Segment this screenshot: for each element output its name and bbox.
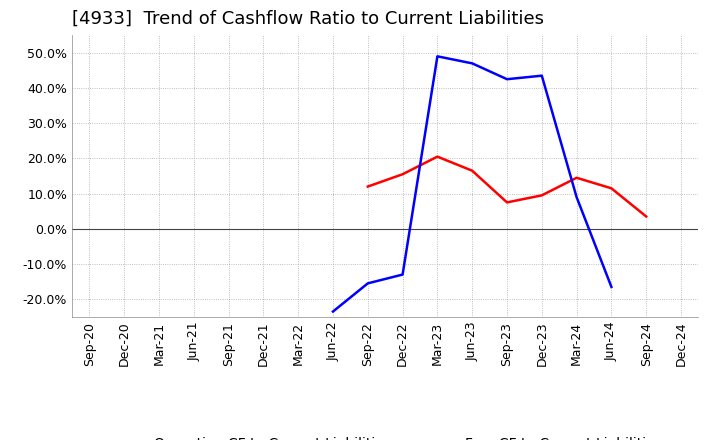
Free CF to Current Liabilities: [503, 77, 511, 82]
Free CF to Current Liabilities: [537, 73, 546, 78]
Free CF to Current Liabilities: [364, 281, 372, 286]
Line: Free CF to Current Liabilities: Free CF to Current Liabilities: [333, 56, 611, 312]
Operating CF to Current Liabilities: [468, 168, 477, 173]
Free CF to Current Liabilities: [607, 284, 616, 290]
Operating CF to Current Liabilities: [572, 175, 581, 180]
Free CF to Current Liabilities: [398, 272, 407, 277]
Free CF to Current Liabilities: [433, 54, 442, 59]
Operating CF to Current Liabilities: [364, 184, 372, 189]
Operating CF to Current Liabilities: [433, 154, 442, 159]
Legend: Operating CF to Current Liabilities, Free CF to Current Liabilities: Operating CF to Current Liabilities, Fre…: [103, 431, 667, 440]
Operating CF to Current Liabilities: [398, 172, 407, 177]
Operating CF to Current Liabilities: [607, 186, 616, 191]
Text: [4933]  Trend of Cashflow Ratio to Current Liabilities: [4933] Trend of Cashflow Ratio to Curren…: [72, 10, 544, 28]
Free CF to Current Liabilities: [572, 194, 581, 200]
Free CF to Current Liabilities: [468, 61, 477, 66]
Operating CF to Current Liabilities: [537, 193, 546, 198]
Operating CF to Current Liabilities: [642, 214, 651, 219]
Operating CF to Current Liabilities: [503, 200, 511, 205]
Line: Operating CF to Current Liabilities: Operating CF to Current Liabilities: [368, 157, 647, 216]
Free CF to Current Liabilities: [328, 309, 337, 314]
